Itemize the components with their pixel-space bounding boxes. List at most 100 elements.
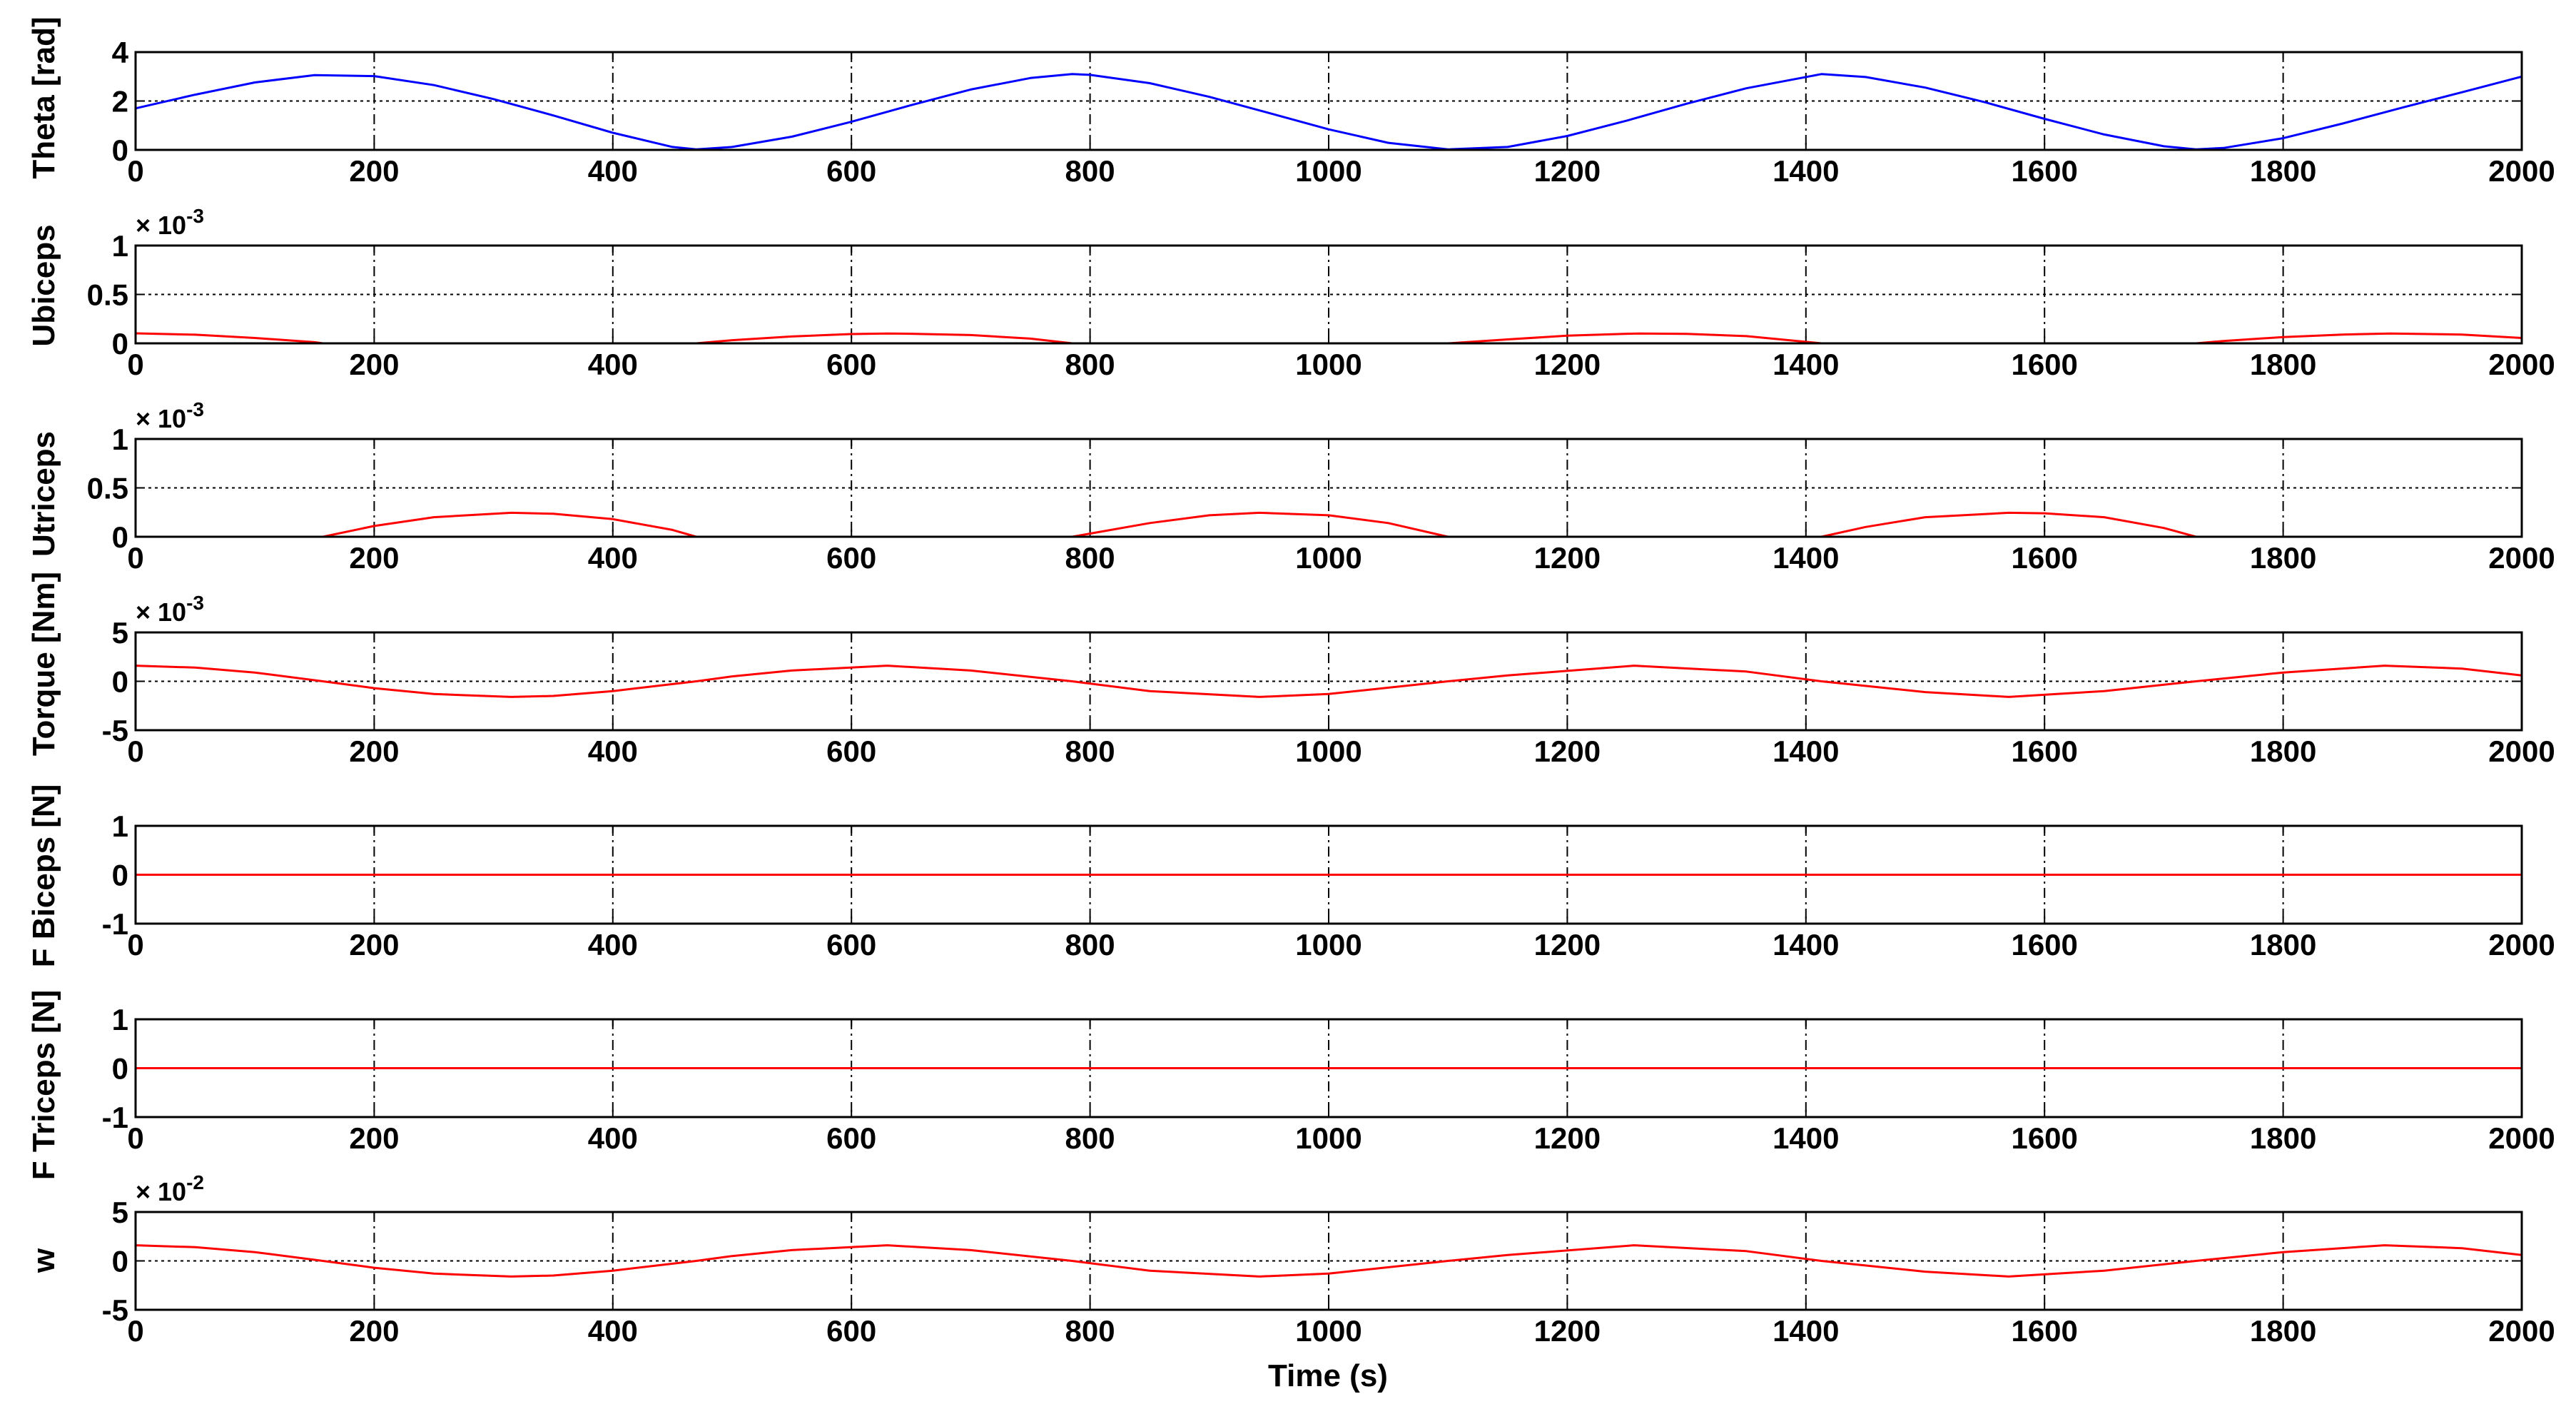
x-tick-label: 1800 [2250, 541, 2316, 575]
axis-exponent: × 10-3 [136, 205, 204, 240]
x-tick-label: 1200 [1534, 1121, 1601, 1155]
axes-frame [134, 1211, 2523, 1311]
x-tick-label: 2000 [2488, 541, 2555, 575]
x-tick-label: 1800 [2250, 734, 2316, 768]
x-tick-label: 2000 [2488, 734, 2555, 768]
y-tick-label: 0 [112, 859, 128, 892]
x-tick-label: 1400 [1773, 541, 1839, 575]
axes-frame [134, 1018, 2523, 1118]
x-tick-label: 1400 [1773, 1121, 1839, 1155]
x-tick-label: 400 [588, 541, 638, 575]
x-tick-label: 200 [349, 1314, 399, 1348]
x-tick-label: 400 [588, 154, 638, 188]
y-tick-label: 2 [112, 85, 128, 118]
x-tick-label: 1000 [1295, 928, 1361, 961]
axes-frame [134, 631, 2523, 732]
x-tick-label: 1000 [1295, 1121, 1361, 1155]
x-tick-label: 600 [826, 154, 876, 188]
chart-panels: 0 200 400 600 800 1000 1200 1400 1600 1800 2000024… [26, 16, 2555, 1348]
chart-panel-3: 0 200 400 600 800 1000 1200 1400 1600 1800 2000 0 0.… [26, 398, 2555, 575]
x-tick-label: 1200 [1534, 1314, 1601, 1348]
x-tick-label: 1600 [2011, 541, 2077, 575]
y-axis-label: F Biceps [N] [26, 784, 61, 968]
x-tick-label: 200 [349, 154, 399, 188]
y-axis-label: Ubiceps [26, 224, 61, 346]
y-tick-label: 1 [112, 229, 128, 263]
y-tick-label: -1 [102, 1101, 128, 1134]
x-tick-label: 800 [1065, 348, 1115, 381]
x-tick-label: 2000 [2488, 1121, 2555, 1155]
x-tick-label: 200 [349, 734, 399, 768]
x-tick-label: 0 [127, 348, 143, 381]
x-tick-label: 400 [588, 1121, 638, 1155]
x-tick-label: 1600 [2011, 154, 2077, 188]
x-tick-label: 200 [349, 348, 399, 381]
x-tick-label: 600 [826, 348, 876, 381]
x-tick-label: 1600 [2011, 1314, 2077, 1348]
x-tick-label: 800 [1065, 928, 1115, 961]
y-axis-label: F Triceps [N] [26, 990, 61, 1181]
y-axis-label: Theta [rad] [26, 16, 61, 178]
x-tick-label: 0 [127, 734, 143, 768]
x-tick-label: 1000 [1295, 734, 1361, 768]
x-tick-label: 200 [349, 1121, 399, 1155]
x-tick-label: 0 [127, 1121, 143, 1155]
x-tick-label: 800 [1065, 1121, 1115, 1155]
x-tick-label: 1000 [1295, 541, 1361, 575]
x-tick-label: 400 [588, 928, 638, 961]
y-tick-label: 5 [112, 1196, 128, 1229]
x-tick-label: 1400 [1773, 1314, 1839, 1348]
y-tick-label: 4 [112, 36, 129, 69]
x-tick-label: 1800 [2250, 348, 2316, 381]
y-tick-label: 1 [112, 809, 128, 843]
x-tick-label: 1200 [1534, 348, 1601, 381]
x-tick-label: 0 [127, 541, 143, 575]
y-tick-label: 5 [112, 616, 128, 650]
x-tick-label: 600 [826, 541, 876, 575]
x-tick-label: 1600 [2011, 928, 2077, 961]
x-tick-label: 1600 [2011, 734, 2077, 768]
x-tick-label: 0 [127, 1314, 143, 1348]
y-tick-label: 0 [112, 665, 128, 699]
x-tick-label: 2000 [2488, 154, 2555, 188]
x-tick-label: 800 [1065, 541, 1115, 575]
series-line [135, 665, 2522, 698]
y-tick-label: -5 [102, 1293, 128, 1327]
axes-frame [134, 824, 2523, 925]
x-tick-label: 600 [826, 1314, 876, 1348]
x-tick-label: 1800 [2250, 154, 2316, 188]
x-tick-label: 1800 [2250, 928, 2316, 961]
y-axis-label: Torque [Nm] [26, 572, 61, 756]
x-tick-label: 400 [588, 1314, 638, 1348]
x-tick-label: 2000 [2488, 1314, 2555, 1348]
x-tick-label: 2000 [2488, 348, 2555, 381]
y-tick-label: -5 [102, 714, 128, 747]
x-tick-label: 800 [1065, 734, 1115, 768]
x-tick-label: 400 [588, 734, 638, 768]
y-tick-label: 0 [112, 133, 128, 167]
x-tick-label: 0 [127, 154, 143, 188]
series-line [135, 1244, 2522, 1278]
y-tick-label: -1 [102, 907, 128, 941]
chart-panel-5: 0 200 400 600 800 1000 1200 1400 1600 1800 2000-10… [26, 784, 2555, 968]
x-tick-label: 1400 [1773, 154, 1839, 188]
series-line [135, 73, 2522, 151]
y-tick-label: 1 [112, 423, 128, 456]
y-tick-label: 0.5 [87, 472, 128, 505]
y-tick-label: 0.5 [87, 278, 128, 312]
x-tick-label: 1400 [1773, 348, 1839, 381]
axis-exponent: × 10-2 [136, 1171, 204, 1206]
x-tick-label: 0 [127, 928, 143, 961]
x-tick-label: 2000 [2488, 928, 2555, 961]
x-tick-label: 200 [349, 541, 399, 575]
y-axis-label: Utriceps [26, 431, 61, 557]
x-tick-label: 1400 [1773, 928, 1839, 961]
axes-frame [134, 438, 2523, 538]
x-tick-label: 800 [1065, 1314, 1115, 1348]
y-tick-label: 1 [112, 1003, 128, 1036]
x-tick-label: 400 [588, 348, 638, 381]
x-tick-label: 1600 [2011, 1121, 2077, 1155]
axes-frame [134, 51, 2523, 151]
x-tick-label: 1200 [1534, 734, 1601, 768]
